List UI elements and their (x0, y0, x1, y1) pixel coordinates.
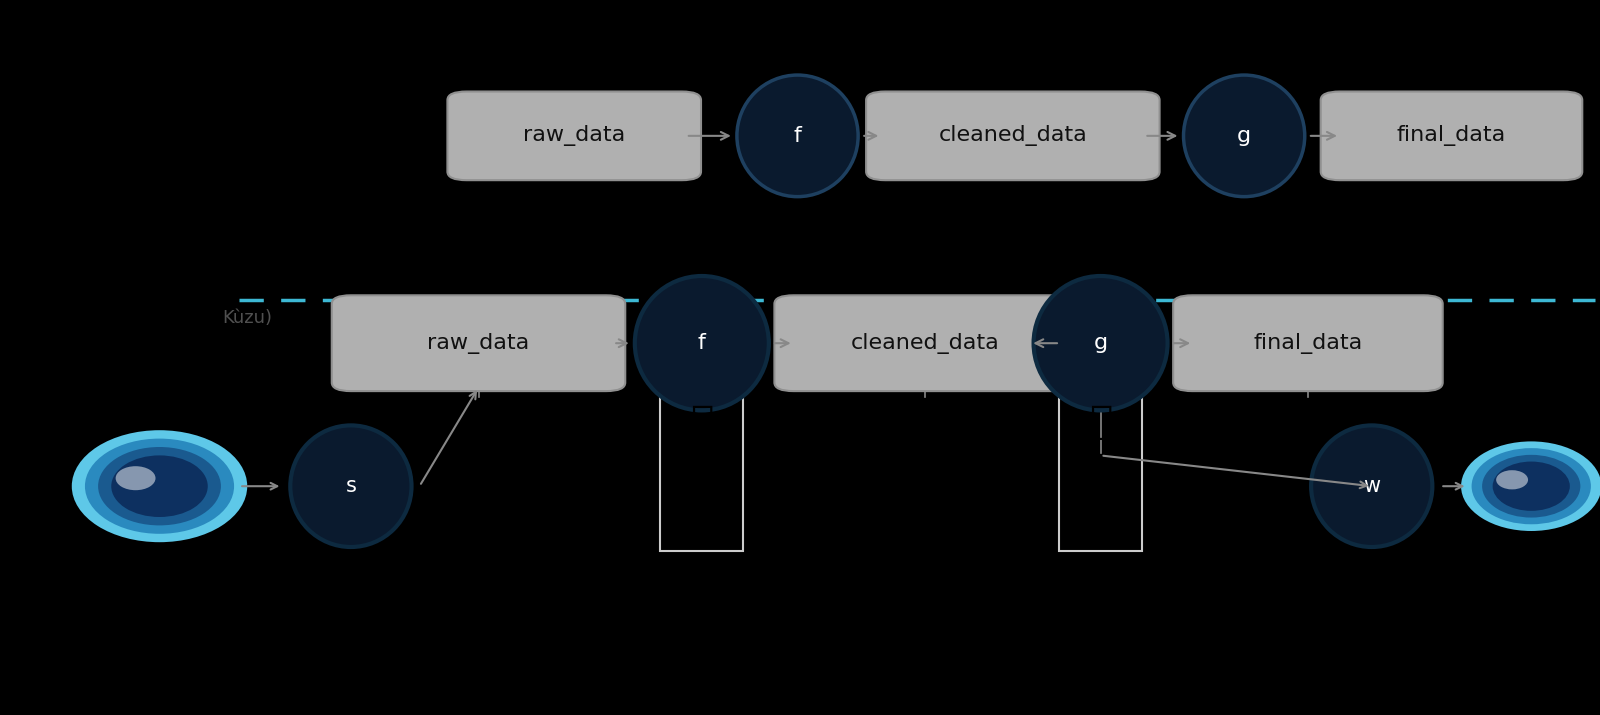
Text: 🐍: 🐍 (1090, 403, 1112, 441)
Ellipse shape (1461, 441, 1600, 531)
Text: f: f (794, 126, 802, 146)
Text: 🐋: 🐋 (1086, 582, 1115, 626)
Text: w: w (1363, 476, 1381, 496)
Text: 🐍: 🐍 (690, 403, 714, 441)
Ellipse shape (738, 75, 858, 197)
Ellipse shape (1482, 455, 1581, 518)
Text: 📊: 📊 (1091, 484, 1110, 517)
Ellipse shape (112, 455, 208, 517)
Ellipse shape (290, 425, 411, 547)
FancyBboxPatch shape (1173, 295, 1443, 391)
Text: 📊: 📊 (691, 484, 712, 517)
Ellipse shape (85, 438, 234, 534)
Text: cleaned_data: cleaned_data (851, 332, 1000, 354)
Text: raw_data: raw_data (523, 125, 626, 147)
Text: f: f (698, 333, 706, 353)
FancyBboxPatch shape (661, 383, 744, 551)
Text: g: g (1093, 333, 1107, 353)
Ellipse shape (1496, 470, 1528, 489)
Ellipse shape (1184, 75, 1304, 197)
Ellipse shape (635, 276, 770, 410)
Ellipse shape (115, 466, 155, 490)
Ellipse shape (1493, 462, 1570, 511)
Text: Kùzu): Kùzu) (222, 309, 272, 327)
FancyBboxPatch shape (331, 295, 626, 391)
FancyBboxPatch shape (448, 92, 701, 180)
FancyBboxPatch shape (1320, 92, 1582, 180)
Text: 🐋: 🐋 (688, 582, 717, 626)
Text: raw_data: raw_data (427, 332, 530, 354)
Ellipse shape (1034, 276, 1168, 410)
FancyBboxPatch shape (866, 92, 1160, 180)
Ellipse shape (1310, 425, 1432, 547)
Ellipse shape (72, 430, 248, 542)
Text: final_data: final_data (1397, 125, 1506, 147)
Ellipse shape (1472, 448, 1590, 524)
Ellipse shape (98, 447, 221, 526)
FancyBboxPatch shape (774, 295, 1075, 391)
Text: g: g (1237, 126, 1251, 146)
FancyBboxPatch shape (1059, 383, 1142, 551)
Text: final_data: final_data (1253, 332, 1363, 354)
Text: cleaned_data: cleaned_data (939, 125, 1088, 147)
Text: s: s (346, 476, 357, 496)
